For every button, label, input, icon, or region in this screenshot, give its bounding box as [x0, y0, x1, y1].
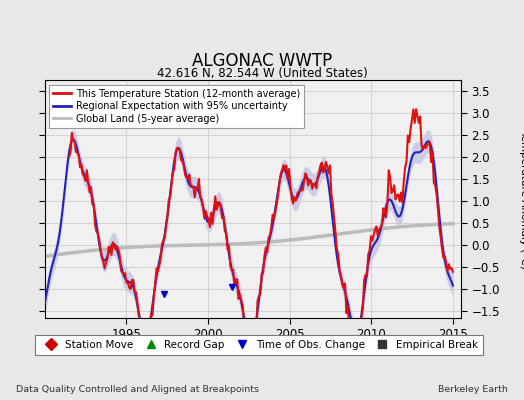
Text: 42.616 N, 82.544 W (United States): 42.616 N, 82.544 W (United States)	[157, 67, 367, 80]
Y-axis label: Temperature Anomaly (°C): Temperature Anomaly (°C)	[519, 130, 524, 268]
Text: ALGONAC WWTP: ALGONAC WWTP	[192, 52, 332, 70]
Legend: Station Move, Record Gap, Time of Obs. Change, Empirical Break: Station Move, Record Gap, Time of Obs. C…	[36, 335, 483, 355]
Text: Berkeley Earth: Berkeley Earth	[439, 385, 508, 394]
Text: Data Quality Controlled and Aligned at Breakpoints: Data Quality Controlled and Aligned at B…	[16, 385, 259, 394]
Legend: This Temperature Station (12-month average), Regional Expectation with 95% uncer: This Temperature Station (12-month avera…	[49, 85, 304, 128]
